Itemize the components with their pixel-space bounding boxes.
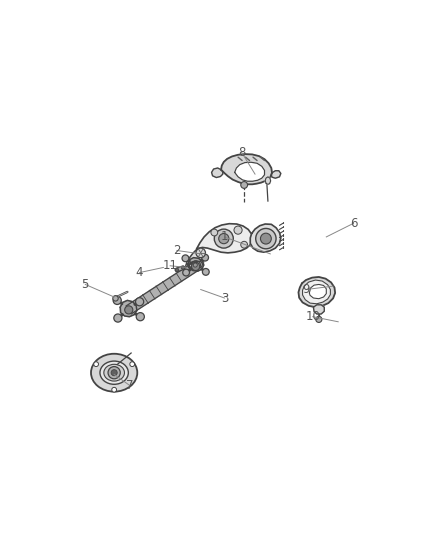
Polygon shape [298, 277, 335, 307]
Text: 9: 9 [302, 283, 310, 296]
Text: 7: 7 [126, 379, 133, 392]
Circle shape [175, 268, 179, 271]
Circle shape [130, 362, 134, 367]
Ellipse shape [100, 361, 128, 384]
Polygon shape [197, 224, 252, 253]
Circle shape [202, 269, 209, 275]
Circle shape [112, 387, 117, 392]
Text: 6: 6 [350, 217, 357, 230]
Polygon shape [221, 154, 272, 184]
Circle shape [182, 255, 189, 262]
Circle shape [113, 296, 118, 301]
Circle shape [316, 317, 322, 322]
Text: 3: 3 [221, 292, 228, 304]
Circle shape [241, 182, 247, 188]
Circle shape [125, 306, 133, 314]
Circle shape [241, 241, 247, 248]
Circle shape [219, 233, 229, 244]
Circle shape [114, 314, 122, 322]
Text: 4: 4 [136, 266, 143, 279]
Polygon shape [309, 285, 326, 298]
Text: 1: 1 [221, 230, 228, 244]
Polygon shape [314, 305, 324, 314]
Polygon shape [265, 177, 271, 184]
Ellipse shape [104, 365, 124, 381]
Text: 8: 8 [238, 146, 245, 158]
Text: 11: 11 [162, 259, 178, 272]
Text: 10: 10 [305, 310, 320, 323]
Polygon shape [271, 171, 281, 178]
Circle shape [191, 262, 200, 271]
Circle shape [234, 226, 242, 234]
Polygon shape [188, 261, 203, 269]
Circle shape [113, 296, 121, 304]
Circle shape [191, 262, 198, 269]
Circle shape [193, 263, 197, 267]
Circle shape [202, 254, 208, 261]
Polygon shape [250, 224, 281, 252]
Circle shape [211, 229, 218, 236]
Polygon shape [303, 280, 330, 304]
Polygon shape [186, 249, 203, 272]
Circle shape [196, 248, 205, 257]
Polygon shape [188, 257, 204, 271]
Text: 2: 2 [173, 244, 181, 257]
Circle shape [136, 313, 145, 321]
Polygon shape [126, 262, 198, 314]
Circle shape [181, 266, 185, 270]
Circle shape [94, 362, 99, 367]
Circle shape [111, 370, 117, 376]
Circle shape [108, 367, 120, 379]
Polygon shape [235, 162, 265, 181]
Circle shape [135, 297, 144, 306]
Polygon shape [189, 261, 201, 269]
Circle shape [183, 269, 190, 276]
Polygon shape [212, 168, 223, 177]
Ellipse shape [91, 354, 137, 392]
Text: 5: 5 [81, 278, 89, 291]
Polygon shape [120, 301, 137, 317]
Circle shape [256, 229, 276, 249]
Circle shape [261, 233, 271, 244]
Circle shape [214, 229, 233, 248]
